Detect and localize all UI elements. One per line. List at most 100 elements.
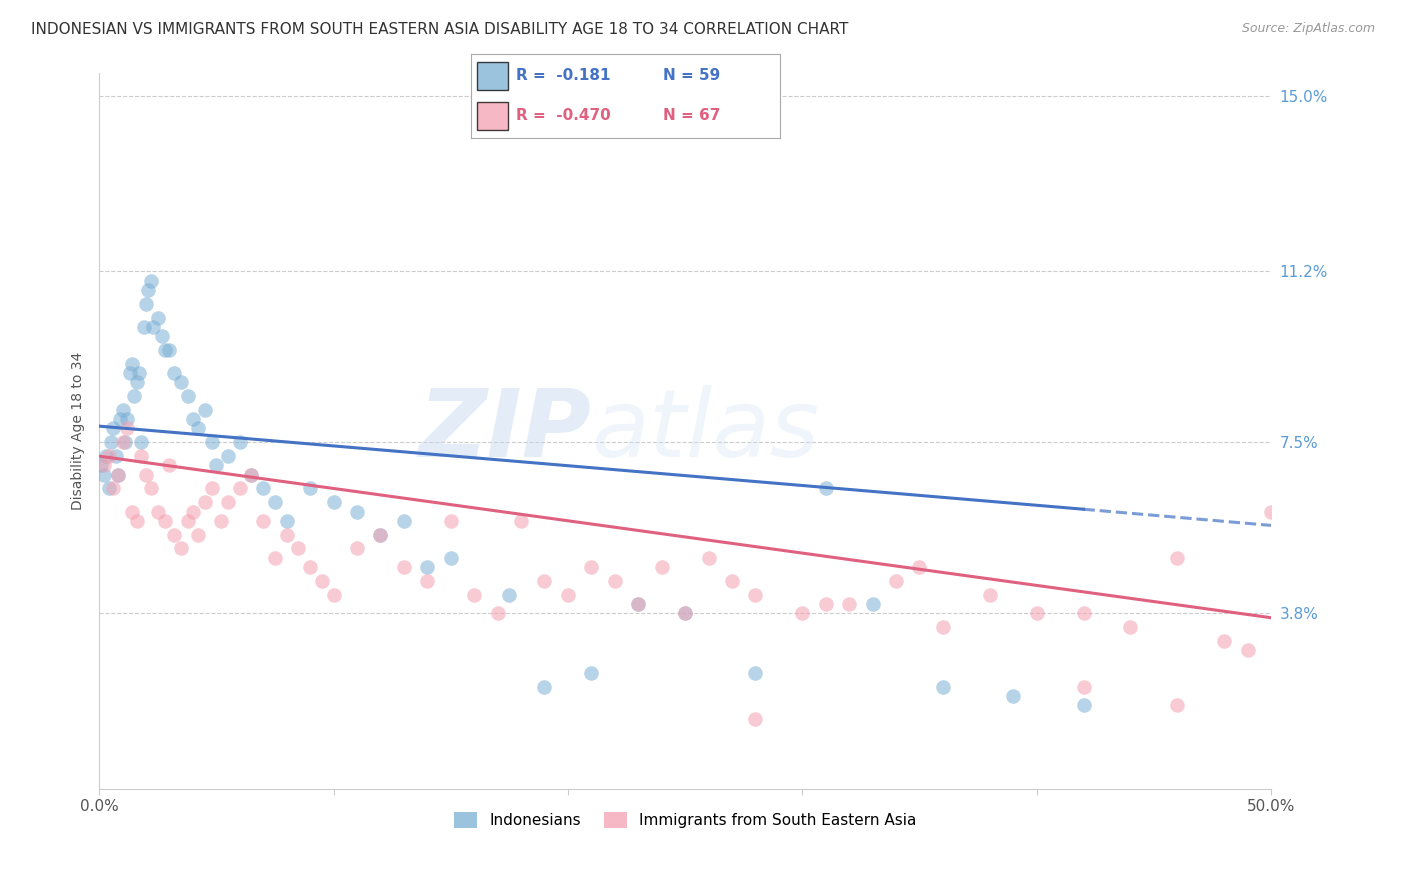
Point [498,588,520,602]
Point [153,514,176,528]
Point [1166,698,1188,713]
Point [1119,620,1142,634]
Point [107,467,129,482]
Point [311,574,333,588]
Point [370,527,392,541]
Point [90,458,112,473]
Point [533,574,555,588]
Point [370,527,392,541]
Point [131,435,153,450]
Point [1073,680,1095,694]
Point [138,283,160,297]
Point [627,597,650,611]
Point [117,421,139,435]
Point [217,495,239,509]
Point [416,574,439,588]
Point [1236,643,1258,657]
Point [128,366,150,380]
Point [264,495,287,509]
Point [100,435,122,450]
Point [170,376,193,390]
Point [118,366,141,380]
Point [97,482,120,496]
Point [177,514,200,528]
Point [416,560,439,574]
Point [97,449,120,463]
Point [217,449,239,463]
Point [135,467,157,482]
Point [132,319,155,334]
Point [125,376,148,390]
Point [209,514,232,528]
Point [181,412,204,426]
Point [125,514,148,528]
Point [979,588,1001,602]
Point [276,527,298,541]
Text: R =  -0.470: R = -0.470 [516,108,610,123]
Point [1073,698,1095,713]
Point [510,514,533,528]
Point [139,482,162,496]
Point [252,482,274,496]
Point [392,514,415,528]
Point [121,357,143,371]
Point [673,606,696,620]
Point [862,597,884,611]
Point [1002,689,1025,703]
Text: Source: ZipAtlas.com: Source: ZipAtlas.com [1241,22,1375,36]
Point [240,467,263,482]
Point [110,412,132,426]
Point [142,319,165,334]
Point [163,527,186,541]
Point [163,366,186,380]
Point [744,588,766,602]
Text: INDONESIAN VS IMMIGRANTS FROM SOUTH EASTERN ASIA DISABILITY AGE 18 TO 34 CORRELA: INDONESIAN VS IMMIGRANTS FROM SOUTH EAST… [31,22,848,37]
Point [111,403,134,417]
Point [177,389,200,403]
Point [651,560,673,574]
Point [139,274,162,288]
Point [107,467,129,482]
Point [908,560,931,574]
Point [463,588,485,602]
Point [152,329,174,343]
Point [627,597,650,611]
Point [111,435,134,450]
Point [287,541,309,556]
Point [153,343,176,357]
Point [146,310,169,325]
Point [1025,606,1047,620]
Point [533,680,555,694]
Point [603,574,626,588]
Point [252,514,274,528]
Point [103,421,125,435]
Point [187,421,209,435]
Point [346,504,368,518]
Point [440,514,463,528]
Legend: Indonesians, Immigrants from South Eastern Asia: Indonesians, Immigrants from South Easte… [449,806,922,835]
Point [264,550,287,565]
Point [814,597,837,611]
Point [205,458,228,473]
Point [1260,504,1282,518]
Point [838,597,860,611]
Point [557,588,579,602]
Point [96,449,118,463]
Point [884,574,907,588]
Point [440,550,463,565]
Point [135,297,157,311]
Point [117,412,139,426]
Point [124,389,146,403]
Point [114,435,136,450]
Point [194,495,217,509]
Point [346,541,368,556]
Point [276,514,298,528]
Y-axis label: Disability Age 18 to 34: Disability Age 18 to 34 [72,351,86,510]
Point [170,541,193,556]
Point [932,620,955,634]
Point [697,550,720,565]
Point [392,560,415,574]
Point [299,560,322,574]
Point [1166,550,1188,565]
Point [131,449,153,463]
